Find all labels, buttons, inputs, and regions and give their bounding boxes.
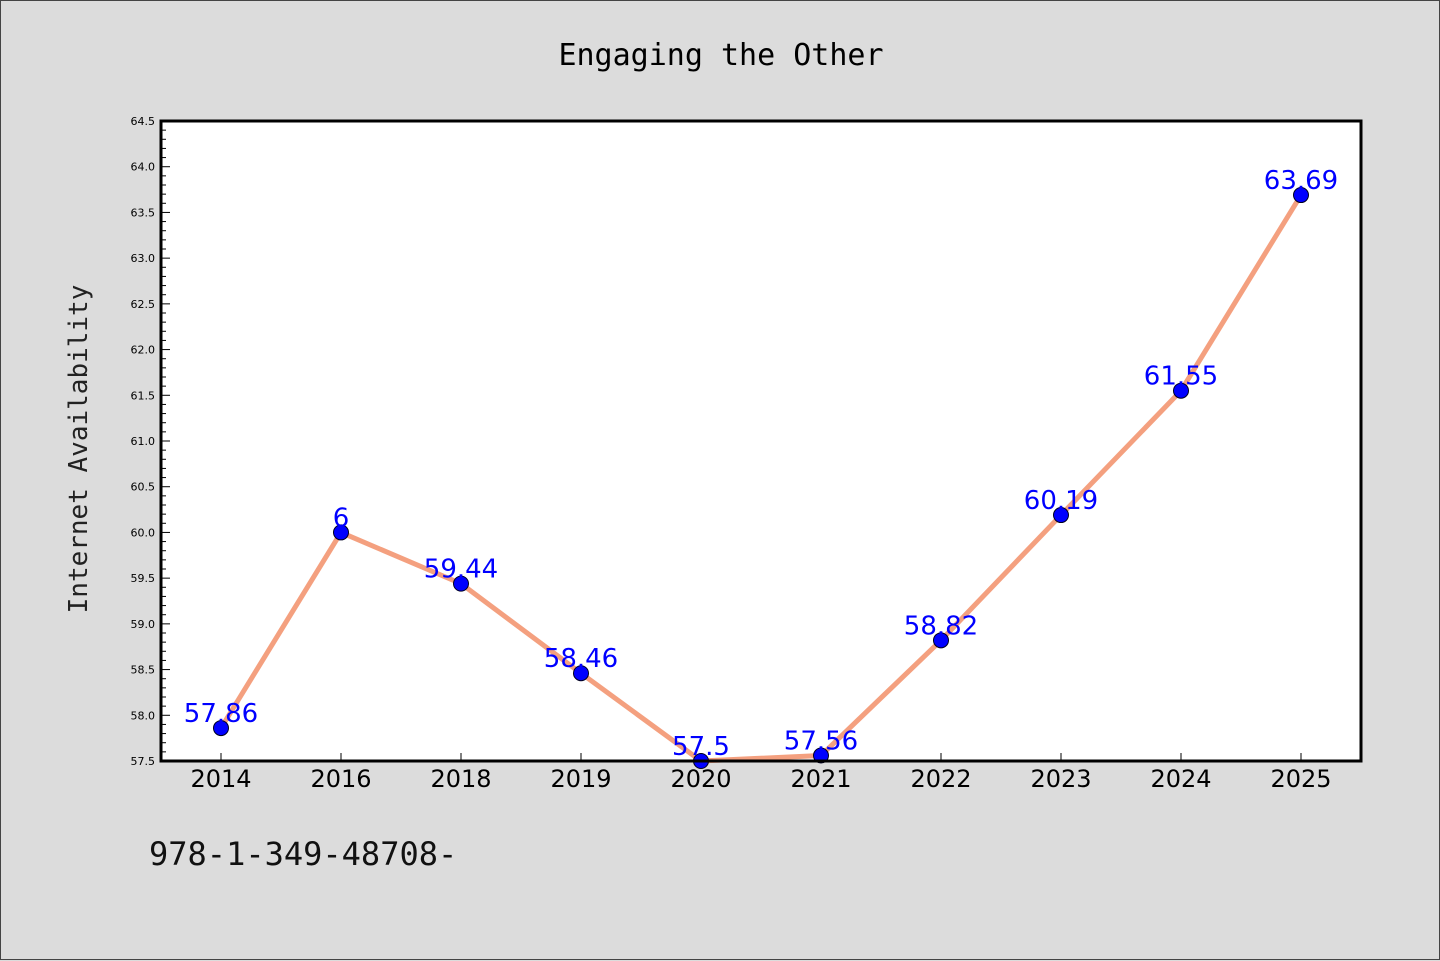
data-label: 57.5 (672, 732, 730, 762)
data-point (933, 632, 949, 649)
x-tick-label: 2022 (910, 765, 971, 793)
y-axis-label: Internet Availability (64, 285, 94, 614)
data-label: 60.19 (1024, 486, 1098, 516)
y-tick-label: 62.0 (131, 344, 156, 357)
x-axis-ticks: 2014 2016 2018 2019 2020 2021 2022 2023 2024 2025 (190, 753, 1332, 793)
data-point (573, 665, 589, 682)
plot-area (161, 121, 1361, 761)
x-tick-label: 2016 (310, 765, 371, 793)
y-tick-label: 59.5 (131, 572, 156, 585)
data-label: 63.69 (1264, 166, 1338, 196)
data-label: 57.56 (784, 727, 858, 757)
y-tick-label: 63.5 (131, 206, 156, 219)
x-tick-label: 2019 (550, 765, 611, 793)
chart-title: Engaging the Other (558, 38, 883, 73)
data-point (1173, 382, 1189, 399)
y-tick-label: 58.0 (131, 709, 156, 722)
footer-code: 978-1-349-48708- (149, 835, 457, 873)
data-label: 57.86 (184, 699, 258, 729)
x-tick-label: 2021 (790, 765, 851, 793)
data-point (1053, 507, 1069, 524)
y-tick-label: 58.5 (131, 664, 156, 677)
data-point (213, 720, 229, 737)
x-tick-label: 2024 (1150, 765, 1211, 793)
data-point (453, 575, 469, 592)
x-tick-label: 2020 (670, 765, 731, 793)
data-label: 58.82 (904, 611, 978, 641)
data-label: 59.44 (424, 555, 498, 585)
plot-frame (159, 119, 1363, 763)
data-point (333, 524, 349, 541)
y-tick-label: 59.0 (131, 618, 156, 631)
y-tick-label: 60.5 (131, 481, 156, 494)
y-tick-label: 57.5 (131, 755, 156, 768)
x-tick-label: 2025 (1270, 765, 1331, 793)
y-tick-label: 60.0 (131, 526, 156, 539)
data-point (813, 747, 829, 764)
data-point (1293, 187, 1309, 204)
y-tick-label: 61.0 (131, 435, 156, 448)
y-axis-ticks: 57.5 58.0 58.5 59.0 59.5 60.0 60.5 61.0 61.5 62.0… (131, 115, 170, 768)
y-tick-label: 64.0 (131, 161, 156, 174)
series-layer: 57.86 6 59.44 58.46 57.5 57.56 58.82 60.19 61.55… (184, 166, 1338, 769)
x-tick-label: 2023 (1030, 765, 1091, 793)
y-tick-label: 63.0 (131, 252, 156, 265)
series-line (218, 192, 1304, 764)
y-tick-label: 62.5 (131, 298, 156, 311)
x-tick-label: 2014 (190, 765, 251, 793)
data-label: 58.46 (544, 644, 618, 674)
data-label: 6 (333, 503, 350, 533)
data-label: 61.55 (1144, 362, 1218, 392)
y-tick-label: 64.5 (131, 115, 156, 128)
y-tick-label: 61.5 (131, 389, 156, 402)
x-tick-label: 2018 (430, 765, 491, 793)
